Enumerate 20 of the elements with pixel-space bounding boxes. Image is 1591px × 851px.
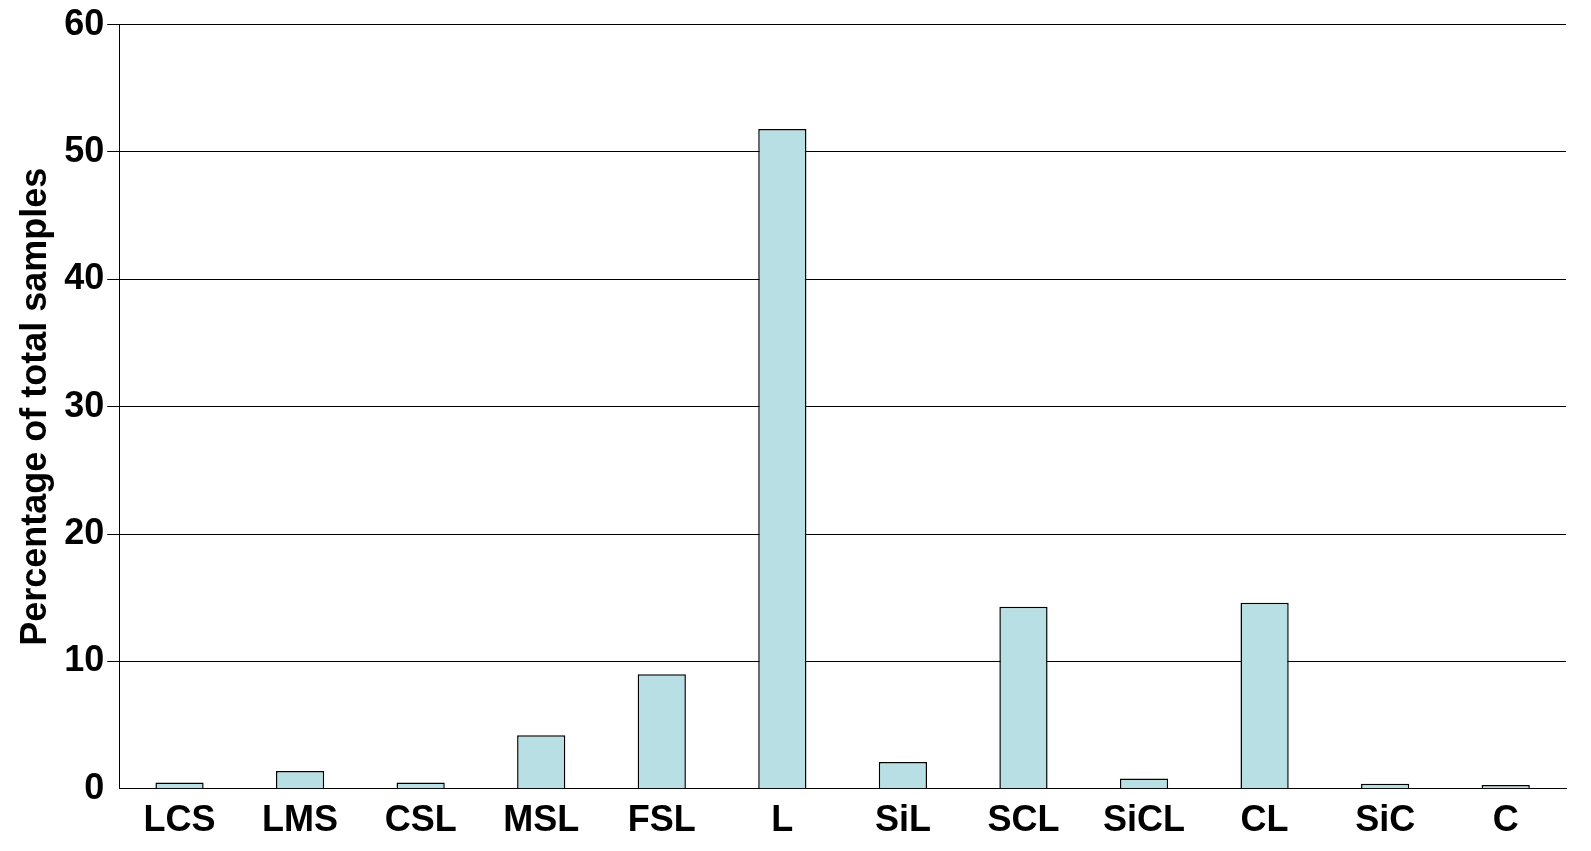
x-tick-label: L: [771, 798, 794, 840]
y-tick-label: 50: [64, 128, 105, 170]
y-tick-label: 0: [84, 765, 105, 807]
x-tick-label: CL: [1240, 798, 1289, 840]
x-tick-label: LMS: [262, 798, 339, 840]
y-tick-label: 60: [64, 1, 105, 43]
x-tick-label: C: [1492, 798, 1519, 840]
x-tick-label: FSL: [627, 798, 696, 840]
y-tick-label: 30: [64, 383, 105, 425]
x-tick-label: SCL: [987, 798, 1060, 840]
x-tick-label: LCS: [143, 798, 216, 840]
y-tick-label: 40: [64, 256, 105, 298]
y-tick-label: 20: [64, 510, 105, 552]
y-tick-label: 10: [64, 638, 105, 680]
x-tick-label: CSL: [384, 798, 457, 840]
x-tick-label: SiC: [1355, 798, 1416, 840]
x-tick-label: MSL: [503, 798, 580, 840]
y-axis-title: Percentage of total samples: [12, 167, 54, 646]
x-tick-label: SiL: [874, 798, 931, 840]
x-tick-label: SiCL: [1103, 798, 1186, 840]
